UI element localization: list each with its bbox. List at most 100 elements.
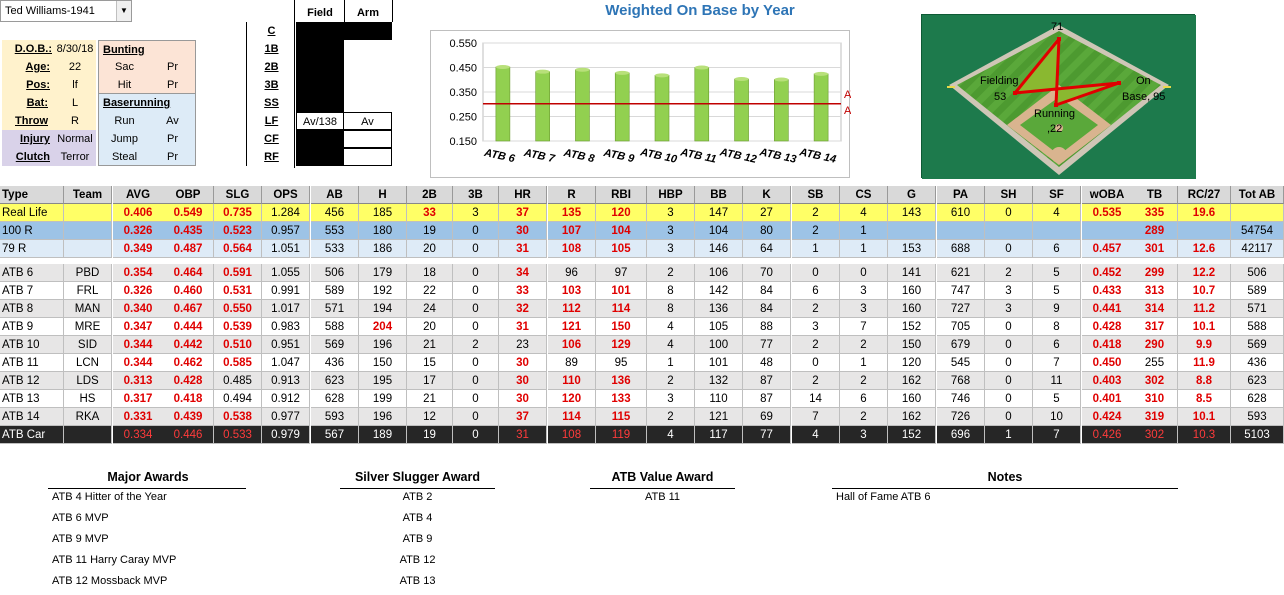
table-cell: 0.442: [163, 336, 214, 354]
chevron-down-icon[interactable]: ▼: [116, 1, 131, 21]
dob-label: D.O.B.:: [2, 40, 54, 58]
field-fielding-value: 53: [994, 91, 1007, 103]
table-cell: 186: [359, 240, 407, 258]
table-cell: 0.979: [262, 426, 310, 444]
table-cell: 747: [937, 282, 985, 300]
table-cell: 0.983: [262, 318, 310, 336]
table-cell: 87: [743, 372, 791, 390]
table-cell: 136: [695, 300, 743, 318]
table-cell: 115: [596, 408, 647, 426]
chart-x-tick: ATB 13: [758, 146, 798, 166]
table-header-cell: AVG: [113, 186, 164, 204]
age-label: Age:: [2, 58, 54, 76]
table-cell: 105: [695, 318, 743, 336]
table-cell: 1.055: [262, 264, 310, 282]
baserunning-steal-value: Pr: [150, 148, 196, 166]
table-header-cell: SLG: [214, 186, 262, 204]
bunting-title: Bunting: [98, 40, 196, 58]
table-cell: FRL: [64, 282, 112, 300]
table-cell: 117: [695, 426, 743, 444]
table-cell: 32: [499, 300, 547, 318]
table-cell: 37: [499, 204, 547, 222]
table-cell: 185: [359, 204, 407, 222]
table-cell: 301: [1132, 240, 1178, 258]
chart-y-tick: 0.250: [449, 112, 477, 124]
chart-x-tick: ATB 8: [562, 147, 597, 166]
baserunning-jump-value: Pr: [150, 130, 196, 148]
table-cell: 0.464: [163, 264, 214, 282]
dob-value: 8/30/18: [54, 40, 96, 58]
player-dropdown-value: Ted Williams-1941: [5, 5, 95, 17]
table-cell: 0: [985, 240, 1033, 258]
table-header-cell: HBP: [647, 186, 695, 204]
table-cell: 30: [499, 354, 547, 372]
table-row: ATB 11 LCN 0.344 0.462 0.585 1.047 436 150 15 0 30…: [0, 354, 1284, 372]
chart-x-tick: ATB 14: [797, 146, 837, 166]
table-cell: 100 R: [0, 222, 64, 240]
table-cell: 103: [548, 282, 596, 300]
table-cell: 0: [453, 222, 499, 240]
table-cell: [1178, 222, 1231, 240]
table-cell: 0.460: [163, 282, 214, 300]
table-cell: 162: [888, 372, 936, 390]
table-cell: 54754: [1231, 222, 1284, 240]
position-label-2b: 2B: [246, 58, 296, 76]
table-cell: MAN: [64, 300, 112, 318]
table-cell: 194: [359, 300, 407, 318]
chart-y-tick: 0.550: [449, 38, 477, 50]
ratings-point-top: [1057, 37, 1061, 41]
age-value: 22: [54, 58, 96, 76]
table-cell: [64, 222, 112, 240]
table-cell: 1.051: [262, 240, 310, 258]
table-cell: 2: [792, 336, 840, 354]
table-cell: 0.467: [163, 300, 214, 318]
table-cell: 77: [743, 336, 791, 354]
table-cell: 679: [937, 336, 985, 354]
positions-divider: [294, 0, 295, 168]
table-cell: 3: [840, 300, 888, 318]
table-cell: 0.450: [1082, 354, 1133, 372]
table-cell: 0.735: [214, 204, 262, 222]
injury-label: Injury: [2, 130, 54, 148]
table-cell: 84: [743, 300, 791, 318]
table-cell: 588: [311, 318, 359, 336]
table-cell: 0: [985, 372, 1033, 390]
table-cell: 5: [1033, 264, 1081, 282]
table-cell: 696: [937, 426, 985, 444]
table-cell: 588: [1231, 318, 1284, 336]
table-cell: 4: [647, 318, 695, 336]
table-cell: 0.401: [1082, 390, 1133, 408]
table-cell: 108: [548, 240, 596, 258]
table-cell: 289: [1132, 222, 1178, 240]
home-plate-area: [1051, 147, 1067, 163]
table-cell: 0: [453, 264, 499, 282]
table-cell: 255: [1132, 354, 1178, 372]
table-header-cell: RC/27: [1178, 186, 1231, 204]
chart-x-tick: ATB 11: [678, 146, 717, 165]
table-cell: 141: [888, 264, 936, 282]
table-cell: [937, 222, 985, 240]
list-item: ATB 9: [402, 533, 433, 545]
throw-value: R: [54, 112, 96, 130]
table-cell: 2: [840, 336, 888, 354]
table-cell: 1: [792, 240, 840, 258]
table-cell: 0: [985, 408, 1033, 426]
table-cell: 143: [888, 204, 936, 222]
table-cell: 1: [840, 354, 888, 372]
table-cell: 553: [311, 222, 359, 240]
player-dropdown[interactable]: Ted Williams-1941 ▼: [0, 0, 132, 22]
table-cell: 34: [499, 264, 547, 282]
table-cell: 628: [311, 390, 359, 408]
table-cell: 0.331: [113, 408, 164, 426]
table-header-cell: SH: [985, 186, 1033, 204]
table-header-cell: K: [743, 186, 791, 204]
table-cell: 120: [548, 390, 596, 408]
bat-label: Bat:: [2, 94, 54, 112]
table-cell: 2: [985, 264, 1033, 282]
table-cell: 10.3: [1178, 426, 1231, 444]
table-cell: LCN: [64, 354, 112, 372]
table-header-cell: G: [888, 186, 936, 204]
table-cell: 317: [1132, 318, 1178, 336]
table-cell: 4: [1033, 204, 1081, 222]
table-cell: 571: [311, 300, 359, 318]
